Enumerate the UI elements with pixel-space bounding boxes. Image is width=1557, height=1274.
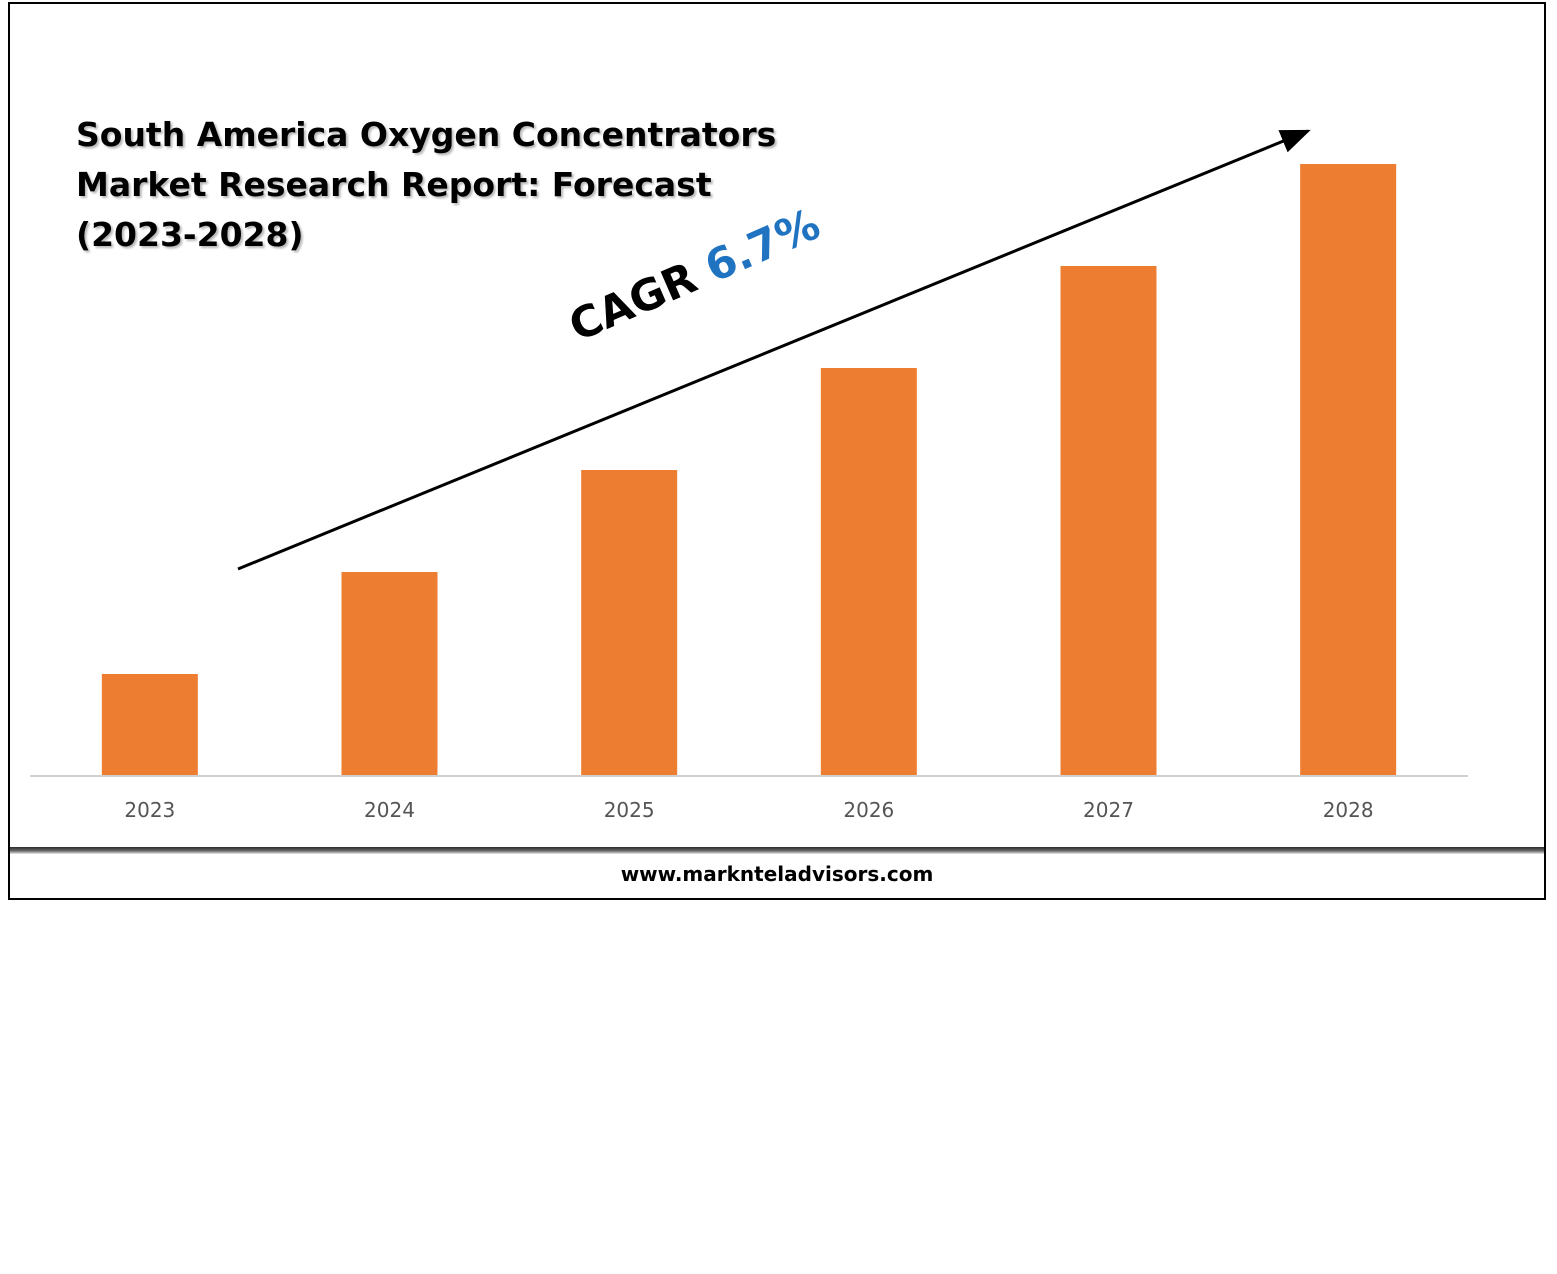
x-tick-label-2028: 2028 <box>1323 798 1374 822</box>
x-tick-label-2023: 2023 <box>124 798 175 822</box>
bar-2028 <box>1300 164 1397 776</box>
bar-2024 <box>341 572 438 776</box>
source-url: www.marknteladvisors.com <box>620 862 934 886</box>
chart-title: South America Oxygen Concentrators Marke… <box>76 115 777 254</box>
x-tick-label-2025: 2025 <box>604 798 655 822</box>
trend-arrow <box>237 129 1311 571</box>
bar-2023 <box>101 674 198 776</box>
x-tick-label-2024: 2024 <box>364 798 415 822</box>
bar-2026 <box>820 368 917 776</box>
bar-2025 <box>581 470 678 776</box>
x-tick-label-2026: 2026 <box>843 798 894 822</box>
x-tick-label-2027: 2027 <box>1083 798 1134 822</box>
bar-chart: 2023 2024 2025 2026 2027 2028 <box>30 129 1468 822</box>
chart-frame: 2023 2024 2025 2026 2027 2028 South America O… <box>8 2 1546 900</box>
footer-divider <box>10 847 1544 854</box>
bar-2027 <box>1060 266 1157 776</box>
